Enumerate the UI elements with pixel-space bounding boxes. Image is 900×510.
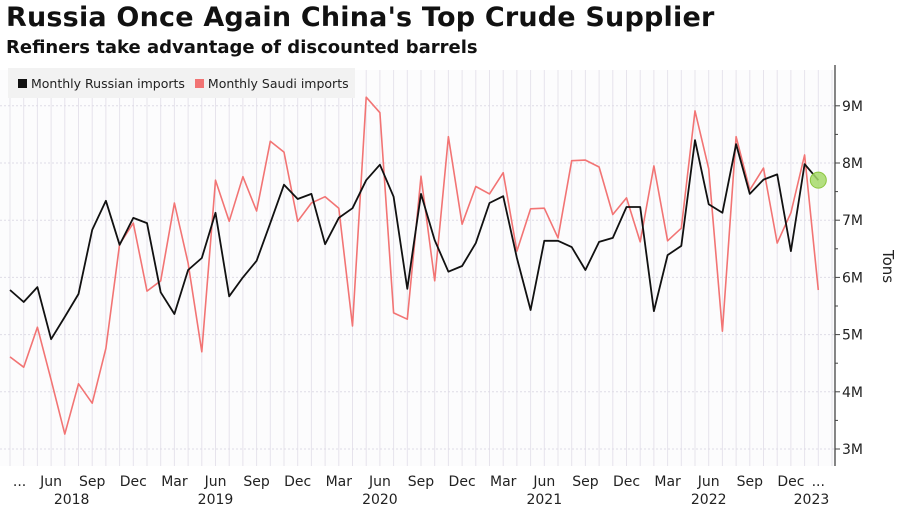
x-year-label: 2018 — [54, 492, 90, 508]
chart-title: Russia Once Again China's Top Crude Supp… — [6, 2, 715, 33]
y-tick-label: 8M — [842, 156, 863, 172]
plot-area — [0, 70, 835, 466]
x-tick-label: Mar — [161, 474, 188, 490]
y-axis-label: Tons — [879, 250, 897, 284]
y-tick-label: 3M — [842, 442, 863, 458]
x-year-label: 2020 — [362, 492, 398, 508]
x-tick-label: ... — [13, 474, 26, 490]
x-tick-label: Sep — [737, 474, 764, 490]
legend-item-saudi: Monthly Saudi imports — [194, 75, 349, 91]
x-tick-label: Sep — [243, 474, 270, 490]
x-tick-label: Dec — [777, 474, 804, 490]
legend-label-saudi: Monthly Saudi imports — [207, 75, 349, 91]
x-tick-label: Jun — [39, 474, 62, 490]
y-tick-label: 5M — [842, 328, 863, 344]
latest-value-marker — [809, 171, 827, 189]
x-tick-label: Jun — [532, 474, 555, 490]
legend: Monthly Russian imports Monthly Saudi im… — [8, 68, 355, 98]
x-tick-label: Sep — [408, 474, 435, 490]
x-tick-label: Mar — [654, 474, 681, 490]
x-tick-label: Dec — [613, 474, 640, 490]
x-tick-label: Mar — [326, 474, 353, 490]
x-tick-label: Dec — [120, 474, 147, 490]
x-tick-label: ... — [812, 474, 825, 490]
y-tick-label: 4M — [842, 385, 863, 401]
x-year-label: 2023 — [794, 492, 830, 508]
x-tick-label: Dec — [284, 474, 311, 490]
y-tick-label: 9M — [842, 99, 863, 115]
x-tick-label: Dec — [449, 474, 476, 490]
x-tick-label: Sep — [572, 474, 599, 490]
x-tick-label: Mar — [490, 474, 517, 490]
x-tick-label: Jun — [368, 474, 391, 490]
legend-label-russian: Monthly Russian imports — [31, 75, 185, 91]
chart-subtitle: Refiners take advantage of discounted ba… — [6, 37, 478, 58]
legend-swatch-saudi — [194, 78, 204, 88]
legend-swatch-russian — [18, 78, 27, 88]
saudi-imports-line — [9, 96, 820, 435]
legend-item-russian: Monthly Russian imports — [18, 76, 185, 91]
y-tick-label: 6M — [842, 270, 863, 286]
x-year-label: 2021 — [526, 492, 562, 508]
russian-imports-line — [9, 139, 819, 341]
x-tick-label: Sep — [79, 474, 106, 490]
y-tick-label: 7M — [842, 213, 863, 229]
x-tick-label: Jun — [204, 474, 227, 490]
x-year-label: 2019 — [198, 492, 234, 508]
x-tick-label: Jun — [697, 474, 720, 490]
x-year-label: 2022 — [691, 492, 727, 508]
